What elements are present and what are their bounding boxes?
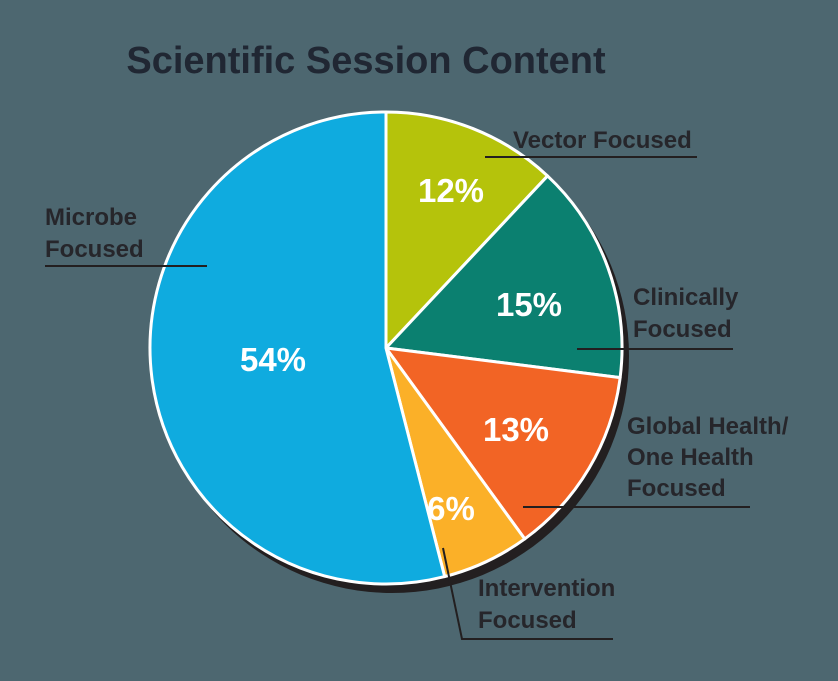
pct-label-microbe: 54% — [240, 341, 306, 378]
pct-label-clinically: 15% — [496, 286, 562, 323]
callout-label-intervention-line1: Intervention — [478, 575, 615, 602]
chart-title: Scientific Session Content — [126, 40, 606, 82]
pie-slices — [148, 110, 624, 586]
callout-label-global-line1: Global Health/ — [627, 413, 789, 440]
pct-label-intervention: 6% — [427, 490, 475, 527]
callout-label-global-line2: One Health — [627, 444, 754, 471]
callout-label-intervention-line2: Focused — [478, 607, 577, 634]
callout-label-global-line3: Focused — [627, 475, 726, 502]
callout-label-clinically-line2: Focused — [633, 316, 732, 343]
callout-label-microbe-line2: Focused — [45, 236, 144, 263]
pie-slice-vector — [384, 110, 550, 350]
pct-label-global: 13% — [483, 411, 549, 448]
pie-slice-global — [384, 346, 622, 541]
callout-label-vector: Vector Focused — [513, 127, 692, 154]
callout-label-clinically-line1: Clinically — [633, 284, 739, 311]
pie-slice-microbe — [148, 110, 447, 586]
intervention-leader-line — [442, 547, 613, 640]
pie-slice-clinically — [384, 174, 624, 380]
callout-label-microbe-line1: Microbe — [45, 204, 137, 231]
pct-label-vector: 12% — [418, 172, 484, 209]
